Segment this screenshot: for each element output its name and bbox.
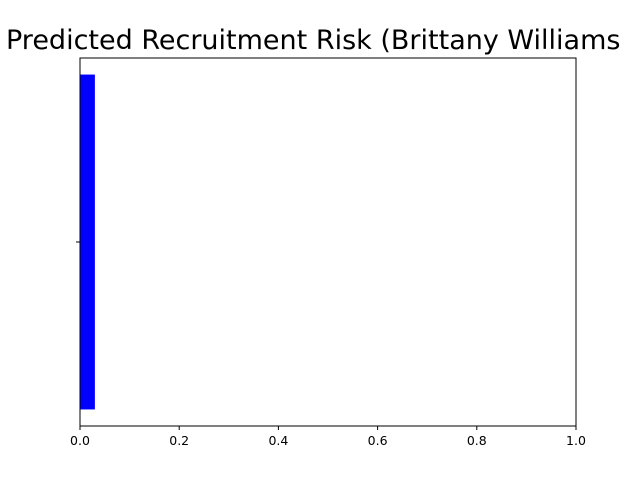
chart-title: Predicted Recruitment Risk (Brittany Wil…: [6, 25, 620, 56]
x-tick-label: 0.4: [268, 433, 288, 448]
x-tick-label: 0.6: [368, 433, 388, 448]
plot-area: 0.0 0.2 0.4 0.6 0.8 1.0: [70, 57, 586, 448]
axes-frame: [79, 57, 577, 427]
bar: [80, 74, 95, 410]
x-tick-label: 0.8: [467, 433, 487, 448]
x-tick-label: 0.2: [169, 433, 189, 448]
x-tick-label: 0.0: [70, 433, 90, 448]
x-tick-label: 1.0: [566, 433, 586, 448]
